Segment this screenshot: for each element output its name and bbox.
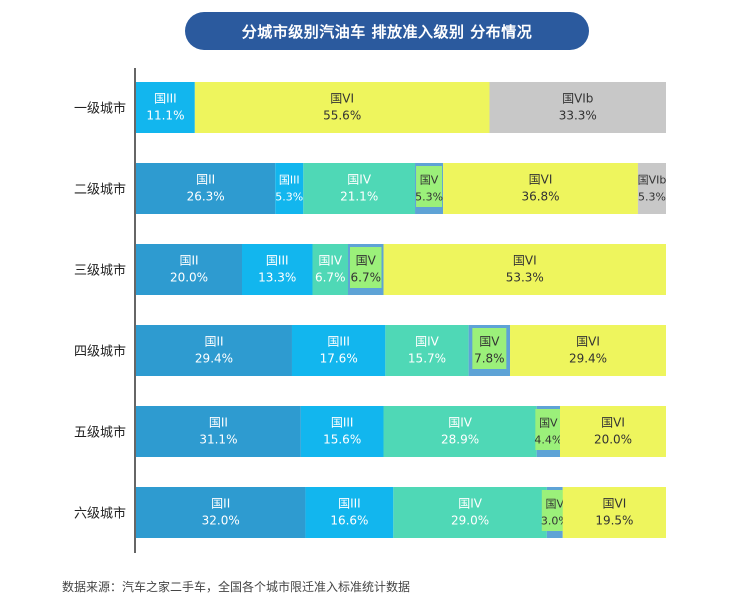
segment-value-label: 29.4% xyxy=(569,352,607,366)
highlight-box xyxy=(535,409,562,450)
bar-segment xyxy=(443,163,638,214)
bar-segment xyxy=(136,325,292,376)
segment-series-label: 国IV xyxy=(448,416,473,430)
segment-value-label: 20.0% xyxy=(594,433,632,447)
segment-series-label: 国IV xyxy=(415,335,440,349)
bar-segment xyxy=(136,487,306,538)
bar-segment xyxy=(303,163,416,214)
highlight-box xyxy=(472,328,507,369)
segment-series-label: 国IV xyxy=(318,254,343,268)
bar-segment xyxy=(291,325,386,376)
segment-series-label: 国III xyxy=(331,416,354,430)
bar-segment xyxy=(562,487,666,538)
segment-series-label: 国VI xyxy=(601,416,625,430)
segment-value-label: 29.4% xyxy=(195,352,233,366)
segment-value-label: 31.1% xyxy=(199,433,237,447)
bar-segment xyxy=(305,487,394,538)
segment-series-label: 国II xyxy=(211,497,230,511)
segment-value-label: 53.3% xyxy=(506,271,544,285)
segment-value-label: 15.6% xyxy=(323,433,361,447)
bar-segment xyxy=(300,406,384,457)
bar-segment xyxy=(510,325,666,376)
category-label: 五级城市 xyxy=(74,425,126,441)
bar-segment xyxy=(393,487,547,538)
segment-series-label: 国VIb xyxy=(562,92,593,106)
bar-segment xyxy=(637,163,666,214)
chart-title: 分城市级别汽油车 排放准入级别 分布情况 xyxy=(185,12,589,50)
segment-value-label: 5.3% xyxy=(275,191,303,204)
highlight-box xyxy=(416,166,443,207)
segment-series-label: 国VI xyxy=(576,335,600,349)
highlight-box xyxy=(350,247,382,288)
segment-series-label: 国VI xyxy=(513,254,537,268)
segment-value-label: 33.3% xyxy=(559,109,597,123)
segment-value-label: 5.3% xyxy=(415,191,443,204)
bar-segment xyxy=(275,163,304,214)
category-label: 四级城市 xyxy=(74,344,126,360)
segment-series-label: 国III xyxy=(338,497,361,511)
category-label: 一级城市 xyxy=(74,101,126,117)
segment-value-label: 6.7% xyxy=(315,271,346,285)
segment-series-label: 国IV xyxy=(347,173,372,187)
bar-segment xyxy=(194,82,490,133)
segment-value-label: 28.9% xyxy=(441,433,479,447)
segment-series-label: 国VI xyxy=(330,92,354,106)
segment-series-label: 国III xyxy=(279,174,300,187)
segment-series-label: 国V xyxy=(539,417,558,430)
segment-value-label: 5.3% xyxy=(638,191,666,204)
segment-value-label: 17.6% xyxy=(320,352,358,366)
bar-segment xyxy=(383,244,666,295)
segment-series-label: 国VI xyxy=(529,173,553,187)
segment-value-label: 19.5% xyxy=(595,514,633,528)
segment-value-label: 13.3% xyxy=(258,271,296,285)
segment-series-label: 国II xyxy=(196,173,215,187)
segment-series-label: 国III xyxy=(154,92,177,106)
segment-series-label: 国VI xyxy=(603,497,627,511)
bar-segment xyxy=(242,244,313,295)
segment-value-label: 7.8% xyxy=(474,352,505,366)
bar-segment xyxy=(383,406,537,457)
segment-value-label: 3.0% xyxy=(541,515,569,528)
bar-segment xyxy=(560,406,666,457)
segment-value-label: 29.0% xyxy=(451,514,489,528)
segment-value-label: 4.4% xyxy=(534,434,562,447)
category-label: 六级城市 xyxy=(74,506,126,522)
segment-series-label: 国V xyxy=(356,254,377,268)
bar-segment xyxy=(136,406,301,457)
bar-segment xyxy=(489,82,666,133)
segment-value-label: 32.0% xyxy=(202,514,240,528)
bar-segment xyxy=(385,325,469,376)
bar-segment xyxy=(136,163,276,214)
bar-segment xyxy=(136,244,242,295)
segment-series-label: 国V xyxy=(546,498,565,511)
segment-series-label: 国IV xyxy=(458,497,483,511)
segment-series-label: 国II xyxy=(179,254,198,268)
segment-value-label: 21.1% xyxy=(340,190,378,204)
segment-value-label: 36.8% xyxy=(521,190,559,204)
bar-segment xyxy=(136,82,195,133)
segment-value-label: 15.7% xyxy=(408,352,446,366)
segment-value-label: 26.3% xyxy=(187,190,225,204)
segment-value-label: 55.6% xyxy=(323,109,361,123)
segment-series-label: 国III xyxy=(327,335,350,349)
category-label: 三级城市 xyxy=(74,263,126,279)
segment-series-label: 国II xyxy=(209,416,228,430)
segment-series-label: 国III xyxy=(266,254,289,268)
segment-series-label: 国V xyxy=(420,174,439,187)
bar-segment xyxy=(312,244,348,295)
segment-series-label: 国VIb xyxy=(638,174,667,187)
data-source-note: 数据来源：汽车之家二手车，全国各个城市限迁准入标准统计数据 xyxy=(62,580,411,594)
category-label: 二级城市 xyxy=(74,182,126,198)
segment-series-label: 国II xyxy=(204,335,223,349)
segment-value-label: 20.0% xyxy=(170,271,208,285)
segment-value-label: 16.6% xyxy=(330,514,368,528)
segment-value-label: 11.1% xyxy=(146,109,184,123)
segment-series-label: 国V xyxy=(479,335,500,349)
segment-value-label: 6.7% xyxy=(351,271,382,285)
